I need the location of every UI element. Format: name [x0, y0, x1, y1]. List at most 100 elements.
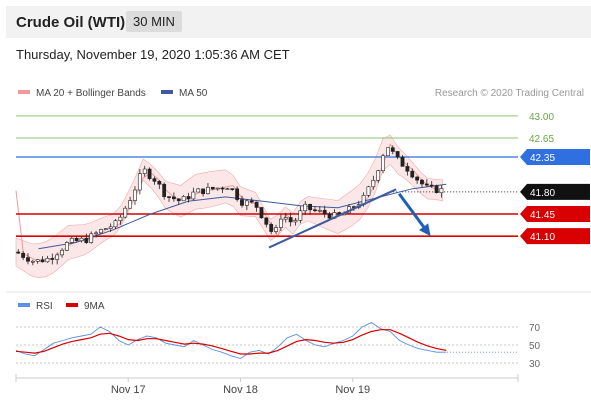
- candle-body-36: [191, 191, 196, 200]
- candle-body-3: [30, 260, 35, 263]
- candle-body-8: [55, 254, 60, 260]
- candle-body-9: [60, 249, 64, 256]
- candle-body-31: [167, 196, 171, 198]
- candle-body-12: [74, 237, 79, 242]
- forecast-arrow-head: [419, 223, 431, 237]
- candle-body-48: [249, 200, 254, 203]
- candle-body-49: [254, 201, 259, 208]
- candle-body-85: [429, 184, 434, 187]
- candle-body-15: [89, 233, 94, 243]
- candle-body-28: [152, 178, 157, 182]
- candle-body-77: [390, 147, 395, 152]
- candle-body-32: [171, 196, 176, 200]
- candle-body-42: [220, 187, 225, 190]
- candle-body-10: [64, 242, 69, 251]
- rsi-legend-swatch-1: [66, 303, 78, 307]
- candle-body-55: [283, 217, 288, 220]
- timeframe-badge[interactable]: 30 MIN: [126, 11, 182, 32]
- candle-body-73: [371, 180, 376, 188]
- candle-body-21: [118, 216, 123, 221]
- level-label-41.10: 41.10: [530, 232, 555, 243]
- candle-body-57: [293, 220, 298, 223]
- candle-body-26: [142, 168, 147, 175]
- candle-body-30: [162, 183, 167, 197]
- x-tick-label-2: Nov 19: [335, 384, 370, 396]
- candle-body-59: [303, 203, 308, 212]
- candle-body-53: [274, 227, 278, 232]
- attribution: Research © 2020 Trading Central: [435, 88, 584, 99]
- rsi-series-RSI: [15, 321, 447, 359]
- candle-body-11: [69, 237, 74, 243]
- candle-body-47: [244, 200, 249, 206]
- chart-header: Crude Oil (WTI) 30 MIN: [6, 6, 591, 38]
- candle-body-60: [308, 203, 312, 211]
- candle-body-44: [230, 188, 235, 190]
- candle-body-61: [313, 209, 317, 212]
- level-label-41.80: 41.80: [530, 188, 555, 199]
- candle-body-22: [123, 207, 128, 218]
- candle-body-4: [35, 259, 40, 262]
- report-datetime: Thursday, November 19, 2020 1:05:36 AM C…: [16, 47, 290, 62]
- candle-body-14: [84, 237, 89, 243]
- support-trendline: [268, 188, 397, 249]
- candle-body-25: [137, 173, 142, 191]
- candle-body-40: [210, 186, 215, 190]
- candle-body-23: [128, 200, 133, 209]
- rsi-series-9MA: [15, 329, 447, 355]
- candle-body-2: [26, 257, 30, 262]
- legend-swatch-0: [18, 90, 30, 94]
- candle-body-1: [21, 252, 26, 258]
- rsi-legend-swatch-0: [18, 303, 30, 307]
- rsi-tick-30: 30: [529, 359, 541, 370]
- candle-body-54: [279, 218, 283, 228]
- level-label-42.35: 42.35: [530, 153, 555, 164]
- candle-body-38: [201, 188, 205, 195]
- candle-body-82: [415, 176, 420, 181]
- candle-body-19: [108, 226, 113, 229]
- candle-body-27: [147, 168, 152, 179]
- candle-body-76: [386, 147, 390, 157]
- candle-body-7: [50, 258, 55, 260]
- candle-body-17: [99, 229, 103, 234]
- level-label-42.65: 42.65: [529, 134, 554, 145]
- candle-body-64: [327, 213, 332, 219]
- candle-body-81: [410, 170, 415, 178]
- candle-body-75: [381, 155, 385, 172]
- forecast-arrow-shaft: [397, 192, 426, 230]
- candle-body-72: [366, 186, 371, 196]
- candle-body-24: [133, 189, 137, 201]
- candle-body-58: [298, 210, 303, 221]
- candle-body-13: [79, 237, 84, 242]
- candle-body-35: [186, 196, 191, 200]
- legend-label-1: MA 50: [179, 88, 208, 99]
- candle-body-16: [94, 232, 98, 235]
- candle-body-50: [259, 207, 264, 219]
- candle-body-78: [395, 151, 400, 158]
- candle-body-39: [206, 186, 210, 195]
- candle-body-51: [264, 217, 269, 225]
- candle-body-87: [439, 188, 444, 194]
- candle-body-80: [405, 166, 410, 172]
- candle-body-56: [288, 217, 293, 223]
- candle-body-74: [376, 170, 381, 181]
- candle-body-29: [157, 181, 162, 185]
- candle-body-20: [113, 220, 118, 228]
- candle-body-37: [196, 188, 201, 193]
- candle-body-43: [225, 188, 230, 190]
- level-label-43.00: 43.00: [529, 112, 554, 123]
- level-badge-41.10: [520, 228, 590, 245]
- level-badge-41.45: [520, 206, 590, 222]
- candle-body-41: [215, 187, 220, 190]
- candle-body-79: [400, 156, 405, 167]
- level-badge-42.35: [520, 149, 590, 165]
- rsi-legend-label-1: 9MA: [84, 301, 105, 312]
- bollinger-bands: [15, 134, 443, 279]
- level-badge-41.80: [520, 183, 590, 200]
- candle-body-84: [424, 183, 429, 186]
- level-label-41.45: 41.45: [530, 210, 555, 221]
- candle-body-5: [40, 259, 45, 263]
- x-tick-label-0: Nov 17: [111, 384, 146, 396]
- rsi-tick-50: 50: [529, 341, 541, 352]
- candle-body-86: [434, 185, 439, 194]
